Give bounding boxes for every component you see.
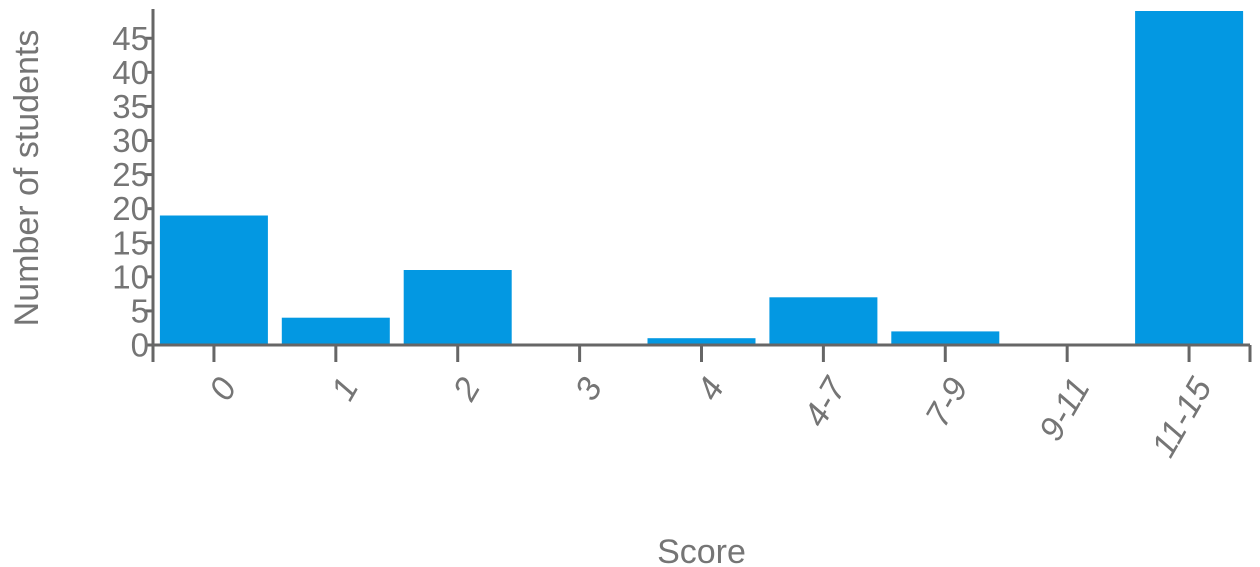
bars-group <box>159 11 1244 345</box>
x-tick-label-1: 1 <box>324 372 366 407</box>
y-tick-label-15: 15 <box>112 224 149 261</box>
y-axis-title: Number of students <box>8 30 46 327</box>
y-tick-label-0: 0 <box>131 327 149 364</box>
y-tick-label-45: 45 <box>112 20 149 57</box>
bar-4 <box>647 338 756 345</box>
x-tick-label-0: 0 <box>202 371 244 406</box>
x-tick-label-4: 4 <box>690 372 732 407</box>
bar-7-9 <box>891 331 1000 345</box>
y-tick-label-25: 25 <box>112 156 149 193</box>
bar-0 <box>159 215 268 345</box>
y-tick-label-35: 35 <box>112 88 149 125</box>
y-tick-label-20: 20 <box>112 190 149 227</box>
y-tick-label-40: 40 <box>112 54 149 91</box>
bar-11-15 <box>1135 11 1244 345</box>
bar-4-7 <box>769 297 878 345</box>
y-tick-label-5: 5 <box>131 292 149 329</box>
bar-2 <box>403 270 512 345</box>
x-axis: 0 1 2 3 4 4-7 7-9 9-11 11-15 <box>151 343 1252 464</box>
y-tick-label-10: 10 <box>112 258 149 295</box>
x-tick-label-3: 3 <box>568 371 610 406</box>
x-tick-label-11-15: 11-15 <box>1144 371 1219 463</box>
y-tick-label-30: 30 <box>112 122 149 159</box>
x-tick-label-7-9: 7-9 <box>918 371 976 433</box>
x-axis-title: Score <box>657 533 746 567</box>
x-tick-label-9-11: 9-11 <box>1032 372 1098 448</box>
bar-1 <box>281 317 390 345</box>
x-tick-label-2: 2 <box>445 371 488 407</box>
x-tick-label-4-7: 4-7 <box>796 371 854 434</box>
